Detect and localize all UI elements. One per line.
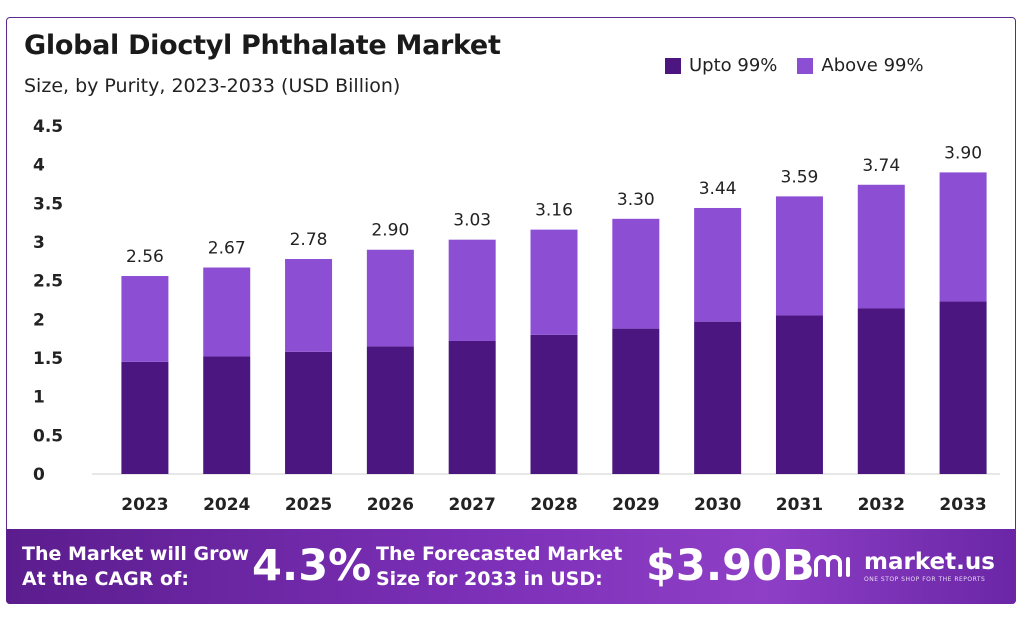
logo-tagline: ONE STOP SHOP FOR THE REPORTS xyxy=(864,576,986,583)
bar-above-segment xyxy=(939,172,987,302)
legend: Upto 99% Above 99% xyxy=(665,55,924,76)
bar-upto-segment xyxy=(121,361,169,474)
y-tick-label: 1.5 xyxy=(33,349,63,369)
bar-above-segment xyxy=(366,249,414,347)
x-tick-label: 2027 xyxy=(449,495,496,515)
bar-above-segment xyxy=(448,239,496,341)
bar-total-label: 2.90 xyxy=(371,221,409,241)
legend-swatch-upto xyxy=(665,57,681,74)
y-tick-label: 4.5 xyxy=(33,117,63,137)
bar-above-segment xyxy=(530,229,578,335)
bar-total-label: 3.16 xyxy=(535,201,573,221)
bar-total-label: 3.30 xyxy=(617,190,655,210)
x-tick-label: 2023 xyxy=(121,495,168,515)
bar-upto-segment xyxy=(939,301,987,474)
bar-above-segment xyxy=(285,259,333,352)
cagr-value: 4.3% xyxy=(252,541,372,591)
forecast-caption-line2: Size for 2033 in USD: xyxy=(376,568,603,590)
bar-total-label: 2.56 xyxy=(126,247,164,267)
y-tick-label: 4 xyxy=(33,156,45,176)
summary-banner: The Market will Grow At the CAGR of: 4.3… xyxy=(6,529,1016,604)
x-tick-label: 2029 xyxy=(612,495,659,515)
y-tick-label: 3.5 xyxy=(33,194,63,214)
bar-total-label: 3.90 xyxy=(944,143,982,163)
legend-swatch-above xyxy=(797,57,814,74)
bar-total-label: 3.44 xyxy=(699,179,737,199)
x-tick-label: 2024 xyxy=(203,495,250,515)
bar-total-label: 2.67 xyxy=(208,239,246,259)
legend-item-above: Above 99% xyxy=(797,55,924,76)
y-tick-label: 2.5 xyxy=(33,272,63,292)
x-tick-label: 2032 xyxy=(858,495,905,515)
bar-above-segment xyxy=(203,267,251,357)
bar-total-label: 2.78 xyxy=(290,230,328,250)
x-tick-label: 2026 xyxy=(367,495,414,515)
bar-upto-segment xyxy=(448,340,496,474)
forecast-caption: The Forecasted Market Size for 2033 in U… xyxy=(376,542,622,592)
bar-upto-segment xyxy=(612,328,660,474)
x-tick-label: 2031 xyxy=(776,495,823,515)
legend-label-upto: Upto 99% xyxy=(689,55,778,76)
bar-total-label: 3.03 xyxy=(453,211,491,231)
bar-upto-segment xyxy=(366,346,414,474)
x-tick-label: 2028 xyxy=(530,495,577,515)
x-tick-label: 2030 xyxy=(694,495,741,515)
y-tick-label: 2 xyxy=(33,310,45,330)
forecast-value: $3.90B xyxy=(646,541,815,591)
bar-above-segment xyxy=(694,207,742,322)
y-tick-label: 3 xyxy=(33,233,45,253)
bar-above-segment xyxy=(121,276,169,362)
logo-text: market.us ONE STOP SHOP FOR THE REPORTS xyxy=(864,549,995,583)
y-tick-label: 1 xyxy=(33,388,45,408)
y-tick-label: 0.5 xyxy=(33,426,63,446)
bar-upto-segment xyxy=(203,356,251,474)
chart-subtitle: Size, by Purity, 2023-2033 (USD Billion) xyxy=(24,75,401,97)
chart-title: Global Dioctyl Phthalate Market xyxy=(24,30,501,61)
bar-upto-segment xyxy=(530,334,578,474)
bar-above-segment xyxy=(775,196,823,316)
logo-name: market.us xyxy=(864,549,995,575)
bar-upto-segment xyxy=(285,351,333,474)
bar-upto-segment xyxy=(857,308,905,474)
legend-item-upto: Upto 99% xyxy=(665,55,777,76)
market-us-logo-icon xyxy=(814,555,850,577)
bar-total-label: 3.59 xyxy=(781,167,819,187)
forecast-caption-line1: The Forecasted Market xyxy=(376,543,623,565)
cagr-caption-line2: At the CAGR of: xyxy=(22,568,189,590)
bar-above-segment xyxy=(857,184,905,309)
cagr-caption: The Market will Grow At the CAGR of: xyxy=(22,542,249,592)
bar-above-segment xyxy=(612,218,660,329)
legend-label-above: Above 99% xyxy=(821,55,924,76)
bar-upto-segment xyxy=(775,315,823,474)
market-us-logo: market.us ONE STOP SHOP FOR THE REPORTS xyxy=(812,549,995,583)
y-tick-label: 0 xyxy=(33,465,45,485)
bar-total-label: 3.74 xyxy=(862,156,900,176)
x-tick-label: 2025 xyxy=(285,495,332,515)
cagr-caption-line1: The Market will Grow xyxy=(22,543,250,565)
x-tick-label: 2033 xyxy=(939,495,986,515)
bar-upto-segment xyxy=(694,321,742,474)
